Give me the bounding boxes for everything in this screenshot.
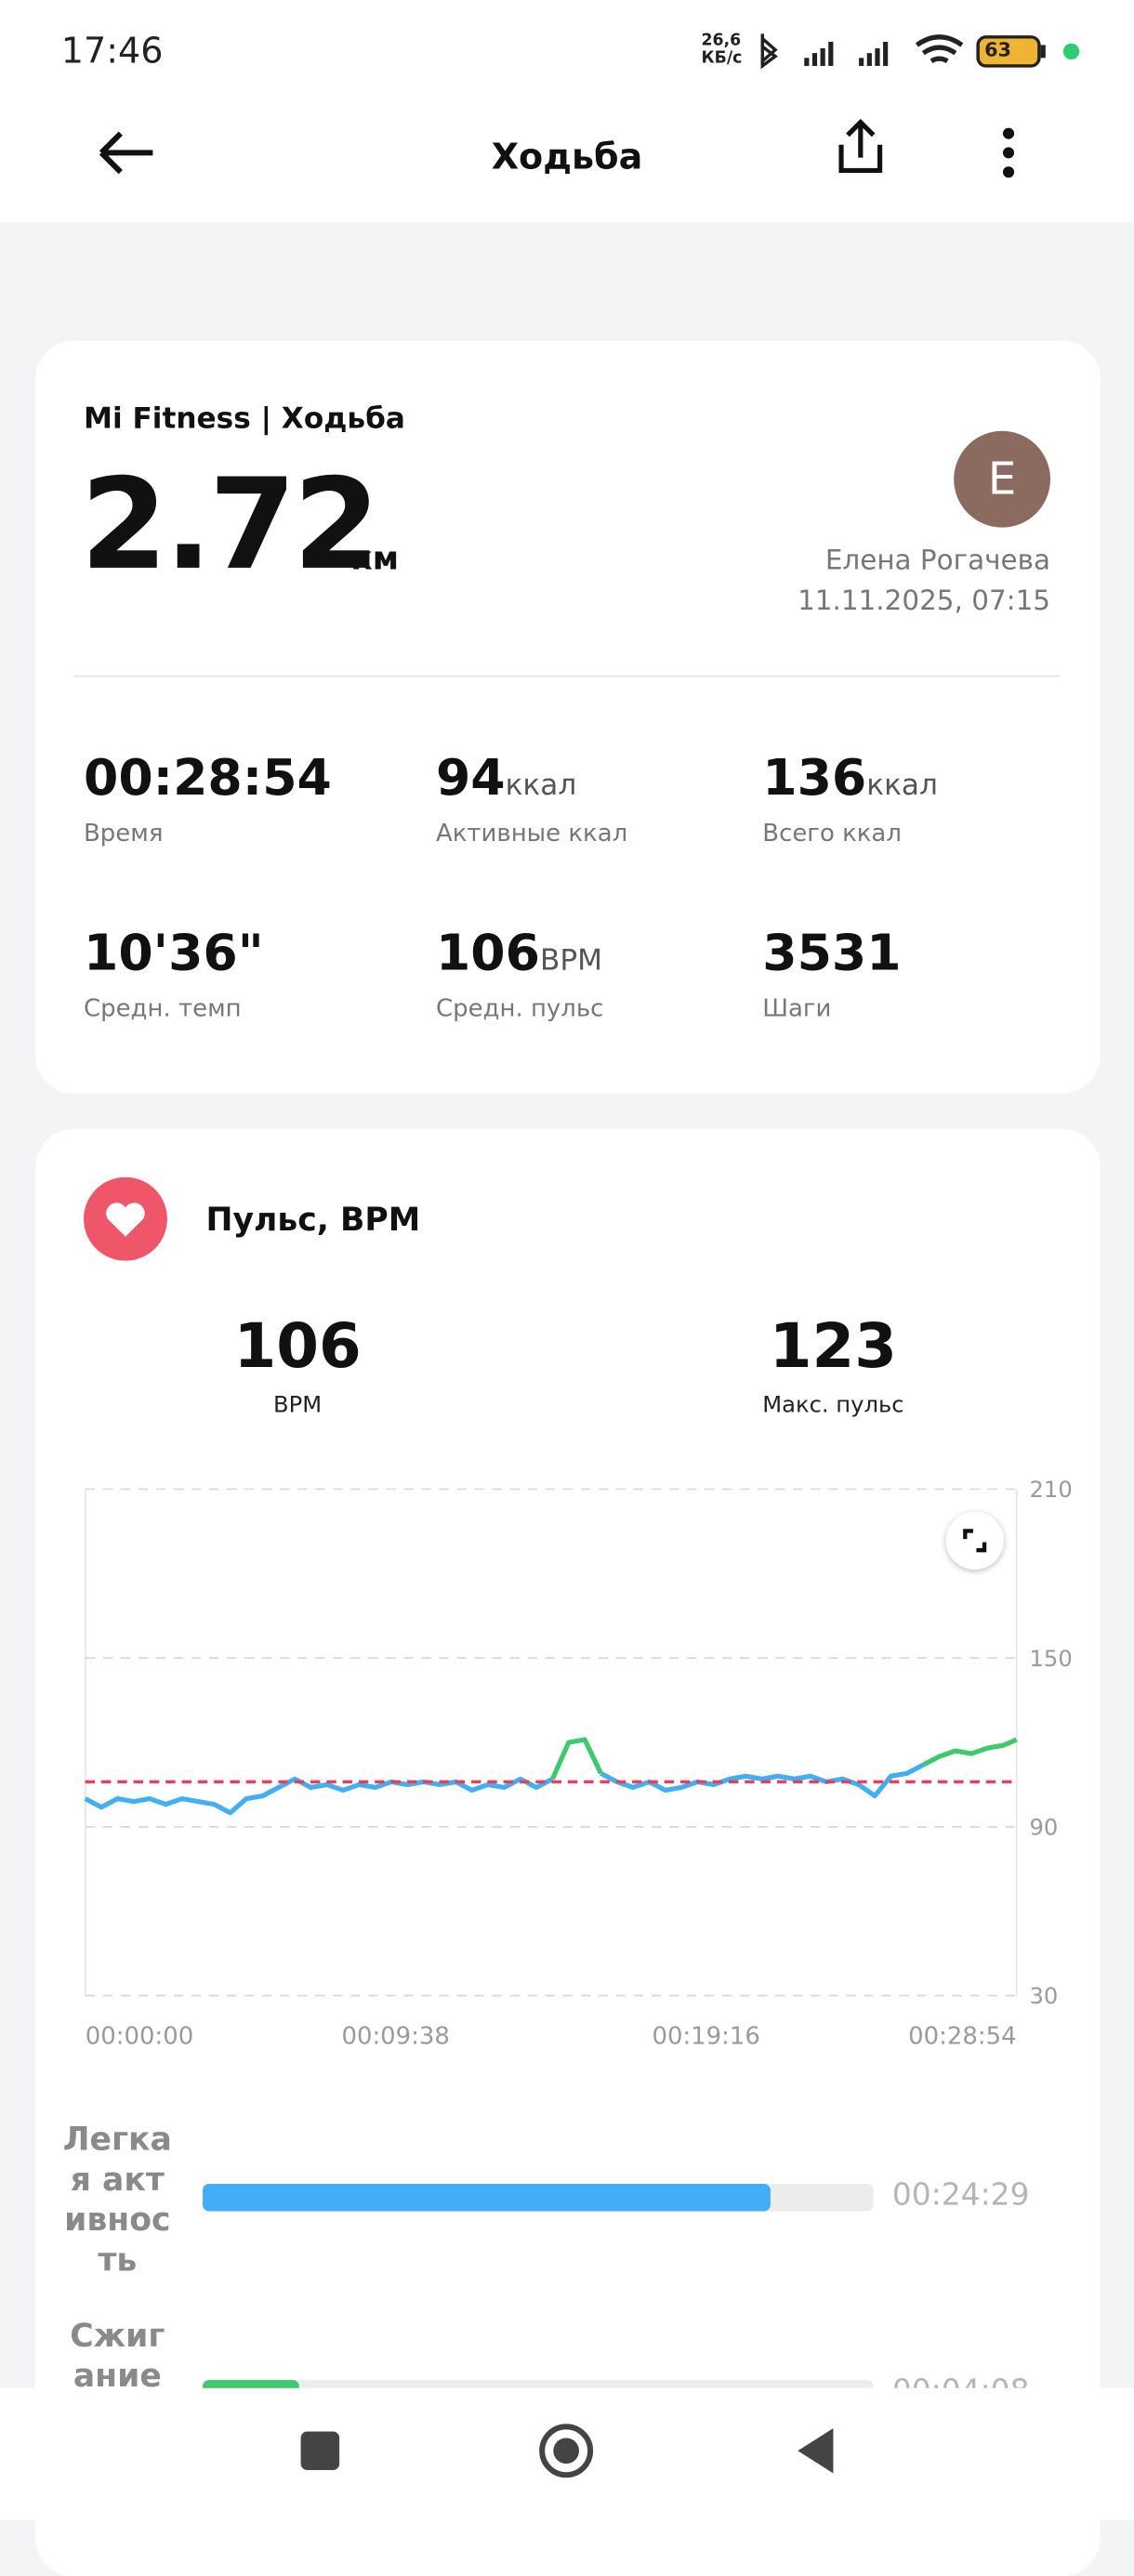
- expand-icon: [963, 1529, 987, 1553]
- stat-unit: BPM: [539, 943, 602, 979]
- stat-unit: ккал: [866, 769, 938, 803]
- stat-unit: ккал: [505, 769, 577, 803]
- max-pulse: 123: [769, 1310, 898, 1382]
- zone-time: 00:24:29: [891, 2177, 1030, 2214]
- max-pulse-label: Макс. пульс: [762, 1392, 904, 1419]
- divider: [73, 675, 1061, 677]
- stat-label: Активные ккал: [436, 817, 627, 848]
- stat-label: Шаги: [762, 992, 832, 1023]
- stat-text: Шаги: [762, 993, 832, 1023]
- stat-value: 10'36": [84, 925, 264, 982]
- pulse-chart: 30 90 150 210 00:00:00 00:09:38 00:19:16 00:28:…: [84, 1477, 1073, 2050]
- pulse-card: [35, 1128, 1101, 2576]
- x-tick-label: 00:00:00: [86, 2022, 193, 2050]
- net-value: 26,6: [701, 32, 742, 50]
- summary-card: [35, 340, 1101, 1094]
- stat-text: Средн. пульс: [435, 993, 604, 1023]
- stat-label: Время: [84, 817, 163, 848]
- expand-button[interactable]: [945, 1511, 1004, 1570]
- distance: 2.72: [80, 453, 381, 598]
- x-tick-label: 00:28:54: [908, 2022, 1017, 2050]
- stat-value: 00:28:54: [84, 749, 332, 807]
- stat-label: Всего ккал: [762, 817, 902, 848]
- share-button[interactable]: [828, 116, 892, 180]
- source: Mi Fitness | Ходьба: [83, 401, 405, 436]
- stat-text: Активные ккал: [435, 818, 628, 848]
- hr-line: [550, 1737, 1018, 1781]
- zone-bar: [203, 2184, 771, 2212]
- workout-date: 11.11.2025, 07:15: [798, 585, 1051, 618]
- zone-label: Легкая активность: [62, 2119, 172, 2280]
- pulse-title: Пульс, BPM: [205, 1199, 421, 1239]
- battery: 63: [984, 38, 1011, 61]
- avg-pulse: 106: [233, 1310, 362, 1382]
- y-tick-label: 210: [1030, 1477, 1073, 1503]
- stat-number: 00:28:54: [83, 749, 332, 808]
- user-name: Елена Рогачева: [824, 545, 1051, 578]
- net-speed: 26,6 КБ/с: [701, 33, 742, 68]
- back-button[interactable]: [88, 121, 161, 185]
- hr-line: [84, 1762, 925, 1816]
- y-tick-label: 150: [1030, 1646, 1073, 1672]
- stat-text: Всего ккал: [762, 818, 902, 848]
- y-tick-label: 90: [1030, 1815, 1059, 1841]
- menu-button[interactable]: [989, 121, 1028, 185]
- stat-value: 106BPM: [436, 925, 602, 982]
- nav-icons: [300, 2424, 834, 2478]
- page-title: Ходьба: [491, 138, 643, 179]
- stat-number: 136: [762, 749, 867, 808]
- zone-label: Сжигание: [70, 2315, 165, 2395]
- stat-value: 3531: [762, 925, 901, 982]
- stat-label: Средн. темп: [83, 992, 242, 1023]
- x-tick-label: 00:09:38: [341, 2022, 450, 2050]
- stat-number: 94: [435, 749, 506, 808]
- nav-bar: [0, 2387, 1134, 2520]
- y-tick-label: 30: [1030, 1983, 1059, 2009]
- heart-icon: [83, 1176, 167, 1261]
- stat-value: 94ккал: [436, 749, 576, 807]
- net-unit: КБ/с: [701, 49, 743, 68]
- stat-label: Средн. пульс: [435, 992, 604, 1023]
- stat-number: 106: [435, 925, 540, 983]
- clock: 17:46: [60, 32, 164, 72]
- stat-text: Средн. темп: [83, 993, 242, 1023]
- stat-number: 3531: [762, 925, 902, 983]
- distance-unit: км: [350, 538, 400, 578]
- stat-number: 10'36": [83, 925, 264, 983]
- stat-text: Время: [83, 818, 164, 848]
- avatar[interactable]: Е: [954, 430, 1051, 528]
- status-icons: [760, 33, 1080, 70]
- avg-pulse-label: BPM: [273, 1392, 323, 1419]
- stat-value: 136ккал: [762, 749, 938, 807]
- x-tick-label: 00:19:16: [652, 2022, 760, 2050]
